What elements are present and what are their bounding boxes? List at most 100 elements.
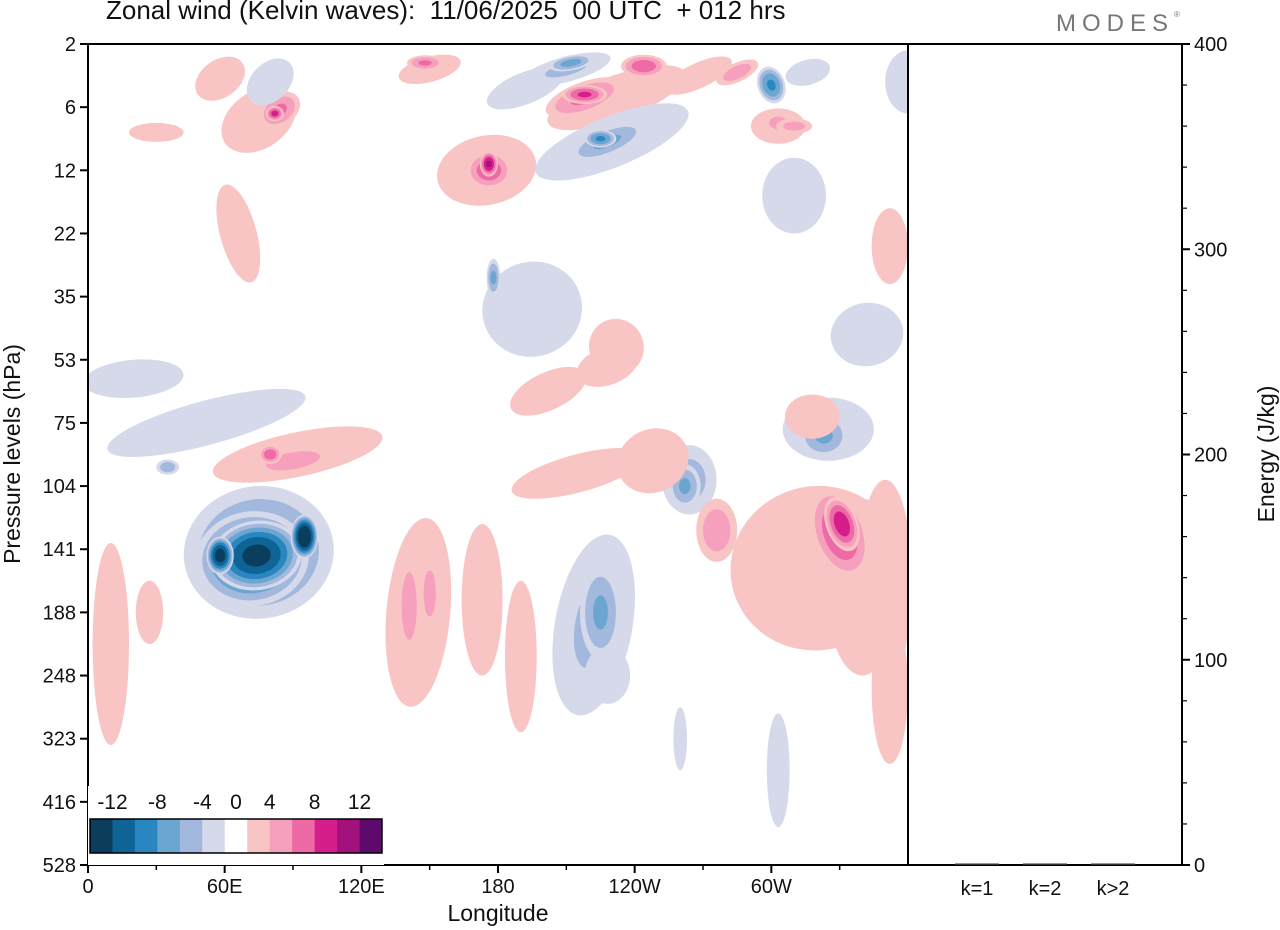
longitude-axis: 0 60E 120E 180 120W 60W — [82, 865, 841, 898]
energy-axis: 0 100 200 300 400 — [1182, 34, 1227, 877]
energy-bar — [955, 863, 999, 865]
contour-band — [588, 318, 644, 376]
colorbar-swatch — [359, 819, 383, 853]
colorbar-label: 12 — [348, 791, 371, 814]
energy-tick-label: 200 — [1194, 445, 1227, 467]
contour-band — [215, 548, 226, 563]
energy-bars: k=1 k=2 k>2 — [955, 863, 1135, 900]
energy-category-label: k>2 — [1097, 878, 1130, 900]
contour-band — [679, 478, 691, 495]
energy-panel-frame — [907, 43, 1183, 866]
pressure-axis: 2 6 12 22 35 53 75 104 141 188 248 323 416 528 — [43, 34, 88, 877]
energy-axis-title: Energy (J/kg) — [1253, 386, 1279, 523]
energy-bar — [1023, 863, 1067, 865]
contour-band — [783, 121, 805, 131]
contour-band — [300, 530, 309, 543]
colorbar-swatch — [157, 819, 181, 853]
contour-band — [871, 612, 908, 764]
colorbar-label: 0 — [230, 791, 242, 814]
x-tick-label: 0 — [82, 876, 93, 898]
colorbar-swatch — [314, 819, 338, 853]
wind-anomaly-field — [88, 50, 908, 828]
contour-band — [401, 572, 417, 640]
colorbar-swatch — [247, 819, 271, 853]
contour-band — [593, 595, 608, 630]
contour-band — [461, 524, 503, 676]
contour-band — [511, 447, 644, 499]
contour-band — [833, 511, 851, 537]
colorbar-swatch — [90, 819, 113, 853]
colorbar-swatch — [337, 819, 360, 853]
contour-band — [160, 462, 176, 473]
y-tick-label: 2 — [65, 34, 76, 56]
contour-band — [723, 63, 752, 81]
contour-band — [504, 580, 537, 733]
y-tick-label: 416 — [43, 792, 76, 814]
contour-band — [423, 570, 436, 617]
colorbar-swatch — [202, 819, 226, 853]
colorbar-label: 8 — [309, 791, 321, 814]
contour-band — [271, 110, 279, 117]
contour-band — [631, 60, 656, 73]
contour-band — [885, 50, 908, 114]
contour-band — [766, 713, 790, 828]
contour-band — [490, 270, 497, 285]
colorbar-label: -4 — [193, 791, 212, 814]
contour-band — [88, 359, 184, 399]
energy-tick-label: 100 — [1194, 650, 1227, 672]
colorbar-frame — [89, 818, 383, 854]
contour-band — [762, 157, 826, 234]
contour-band — [242, 544, 271, 567]
energy-category-label: k=1 — [961, 878, 994, 900]
contour-band — [92, 543, 129, 745]
y-tick-label: 53 — [54, 350, 76, 372]
brand-text: MODES — [1056, 10, 1175, 37]
contour-band — [664, 56, 732, 95]
x-tick-label: 180 — [481, 876, 514, 898]
x-tick-label: 60E — [207, 876, 243, 898]
brand-logo: MODES® — [1056, 10, 1180, 38]
y-tick-label: 22 — [54, 223, 76, 245]
contour-band — [830, 302, 904, 367]
contour-band — [577, 91, 592, 98]
contour-band — [135, 580, 164, 645]
y-tick-label: 12 — [54, 160, 76, 182]
y-tick-label: 75 — [54, 413, 76, 435]
energy-bar — [1091, 863, 1135, 865]
contour-band — [673, 707, 687, 771]
y-tick-label: 35 — [54, 287, 76, 309]
colorbar-label: -12 — [97, 791, 127, 814]
contour-band — [766, 79, 776, 91]
contour-band — [418, 60, 432, 66]
contour-band — [560, 58, 582, 67]
y-tick-label: 528 — [43, 855, 76, 877]
x-tick-label: 120W — [609, 876, 661, 898]
colorbar-swatch — [224, 819, 248, 853]
y-tick-label: 6 — [65, 97, 76, 119]
colorbar-label: 4 — [264, 791, 276, 814]
contour-band — [216, 184, 261, 283]
y-tick-label: 104 — [43, 476, 76, 498]
y-tick-label: 188 — [43, 602, 76, 624]
brand-registered-mark: ® — [1174, 10, 1180, 19]
energy-tick-label: 0 — [1194, 855, 1205, 877]
contour-band — [195, 56, 245, 101]
contour-band — [129, 122, 184, 142]
contour-band — [246, 58, 294, 106]
x-tick-label: 120E — [338, 876, 385, 898]
colorbar-legend: -12 -8 -4 0 4 8 12 — [88, 786, 384, 865]
y-axis-title: Pressure levels (hPa) — [0, 344, 25, 564]
y-tick-label: 323 — [43, 729, 76, 751]
colorbar-swatch — [269, 819, 293, 853]
y-tick-label: 248 — [43, 666, 76, 688]
contour-band — [482, 261, 583, 357]
energy-category-label: k=2 — [1029, 878, 1062, 900]
contour-band — [264, 449, 277, 460]
colorbar-swatch — [112, 819, 136, 853]
x-tick-label: 60W — [751, 876, 792, 898]
contour-band — [595, 136, 606, 142]
contour-band — [510, 366, 587, 416]
y-tick-label: 141 — [43, 539, 76, 561]
colorbar-label: -8 — [148, 791, 167, 814]
